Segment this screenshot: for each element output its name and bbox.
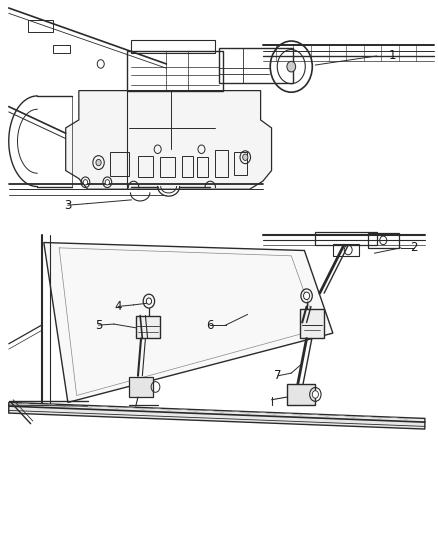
Circle shape [243,154,248,160]
Circle shape [312,391,318,398]
Bar [110,152,129,176]
Polygon shape [9,402,425,429]
Bar [315,232,377,245]
Text: 3: 3 [64,199,71,212]
Bar [300,309,324,338]
Circle shape [287,61,296,72]
Circle shape [83,180,88,185]
Text: 5: 5 [95,319,102,332]
Bar [129,377,153,397]
Bar [234,152,247,175]
Polygon shape [44,243,333,402]
Bar [215,150,228,177]
Bar [136,316,160,338]
Bar [333,244,359,256]
Text: 2: 2 [410,241,418,254]
Bar [182,156,193,177]
Bar [131,40,215,53]
Bar [53,45,70,53]
Circle shape [304,292,310,300]
Bar [138,156,153,177]
Bar [127,51,223,91]
Bar [219,48,293,83]
Circle shape [146,298,152,304]
Text: 6: 6 [206,319,214,332]
Bar [287,384,315,405]
Bar [28,20,53,32]
Bar [197,157,208,177]
Polygon shape [66,91,272,189]
Text: 7: 7 [274,369,282,382]
Text: 4: 4 [114,300,122,313]
Text: 1: 1 [388,50,396,62]
Circle shape [96,159,101,166]
Circle shape [105,180,110,185]
Bar [368,233,399,248]
Bar [160,157,175,177]
